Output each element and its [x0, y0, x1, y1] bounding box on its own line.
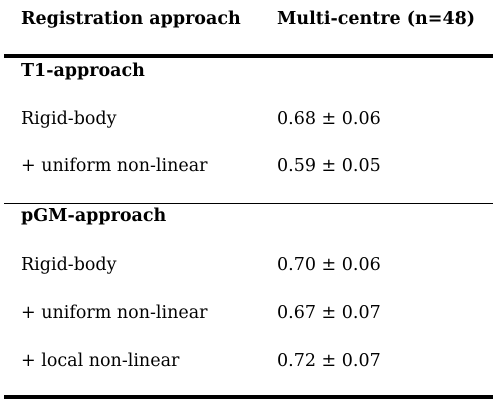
row-label: + local non-linear: [21, 351, 180, 371]
results-table: Registration approach Multi-centre (n=48…: [4, 0, 493, 403]
row-label: + uniform non-linear: [21, 303, 208, 323]
row-value: 0.59 ± 0.05: [277, 156, 381, 176]
row-label: + uniform non-linear: [21, 156, 208, 176]
header-multi-centre: Multi-centre (n=48): [277, 9, 476, 29]
header-registration-approach: Registration approach: [21, 9, 241, 29]
row-value: 0.70 ± 0.06: [277, 255, 381, 275]
row-value: 0.68 ± 0.06: [277, 109, 381, 129]
bottom-rule: [4, 395, 493, 399]
section-title-t1: T1-approach: [21, 61, 145, 81]
row-label: Rigid-body: [21, 255, 117, 275]
section-title-pgm: pGM-approach: [21, 206, 167, 226]
section-divider: [4, 203, 493, 204]
top-rule: [4, 54, 493, 58]
row-label: Rigid-body: [21, 109, 117, 129]
row-value: 0.72 ± 0.07: [277, 351, 381, 371]
row-value: 0.67 ± 0.07: [277, 303, 381, 323]
